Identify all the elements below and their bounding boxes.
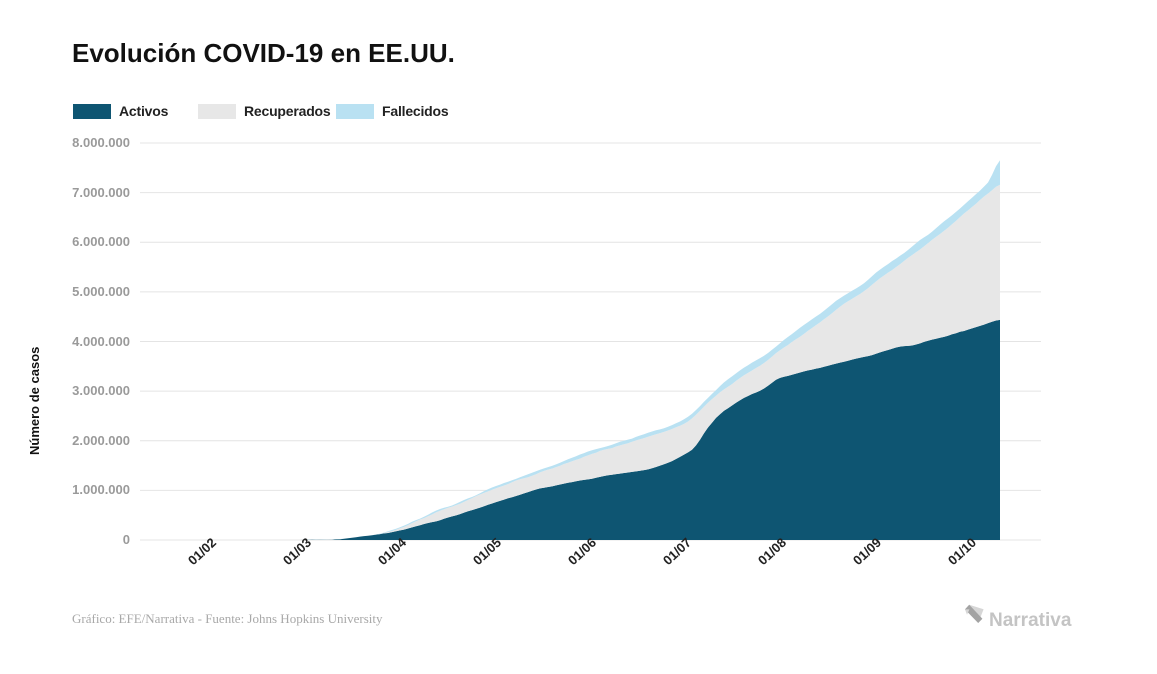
svg-text:Narrativa: Narrativa <box>989 610 1072 631</box>
